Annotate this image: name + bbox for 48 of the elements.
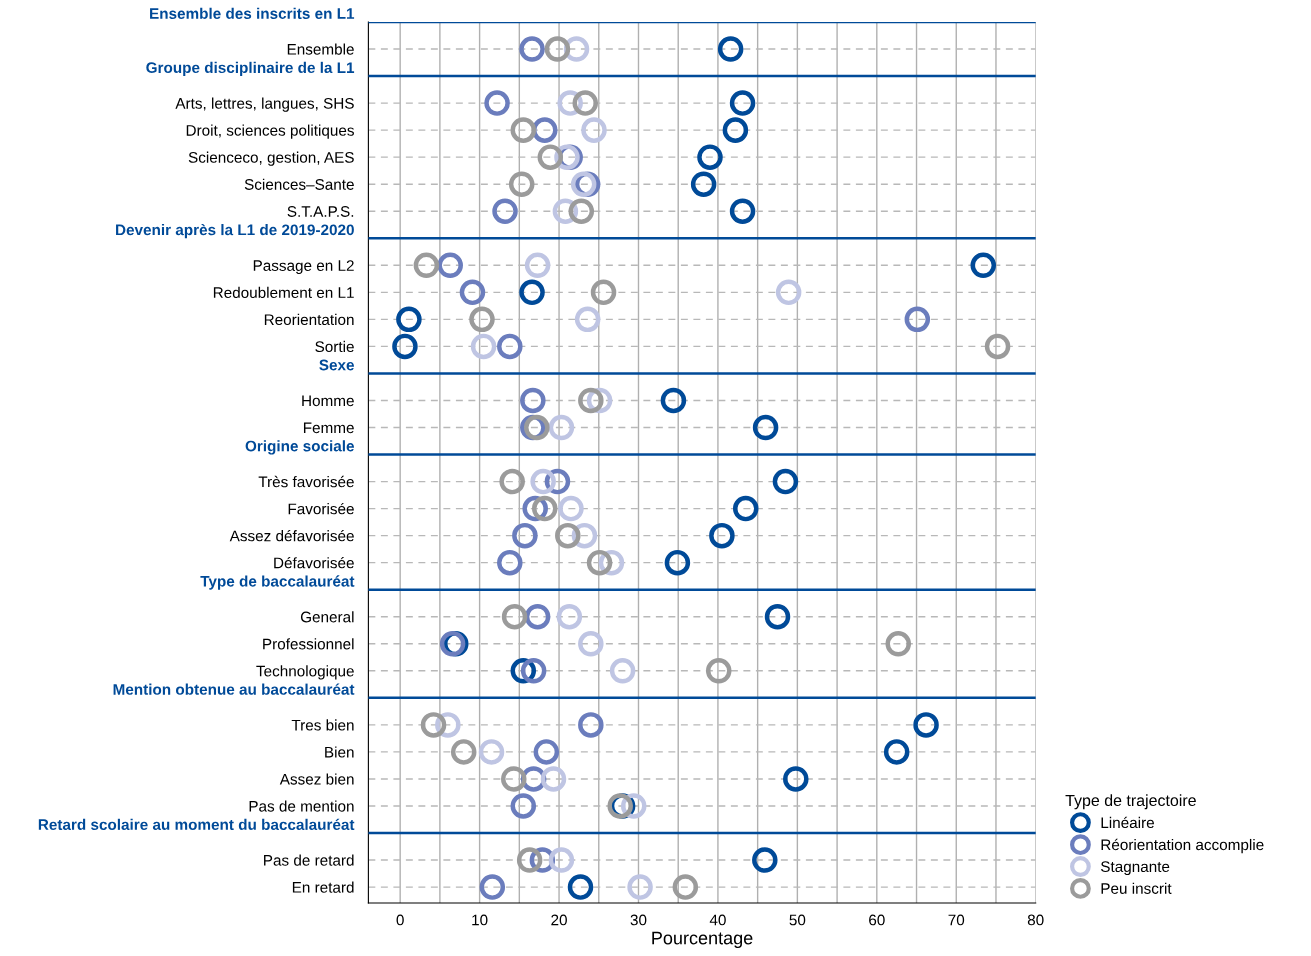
y-tick-label: Assez défavorisée (229, 529, 354, 542)
y-tick-label: Redoublement en L1 (213, 286, 354, 299)
x-tick-label: 60 (869, 914, 885, 926)
y-tick-label: Femme (303, 422, 354, 434)
y-tick-label: Sortie (315, 340, 354, 353)
y-tick-label: Droit, sciences politiques (186, 124, 354, 139)
x-tick-label: 30 (630, 914, 647, 926)
y-tick-label: Technologique (256, 665, 354, 680)
x-tick-label: 80 (1027, 914, 1044, 926)
y-tick-label: Reorientation (264, 313, 354, 326)
y-tick-label: Défavorisée (274, 556, 354, 569)
y-tick-label: Scienceco, gestion, AES (188, 151, 354, 166)
y-tick-label: Très favorisée (258, 475, 354, 488)
legend-title: Type de trajectoire (1065, 794, 1196, 810)
y-tick-label: Retard scolaire au moment du baccalauréat (38, 818, 355, 830)
x-tick-label: 0 (396, 914, 404, 926)
y-tick-label: Favorisée (288, 502, 354, 515)
y-tick-label: Sexe (319, 359, 354, 371)
legend-label: Réorientation accomplie (1101, 838, 1264, 854)
y-tick-label: Arts, lettres, langues, SHS (175, 97, 354, 112)
x-tick-label: 50 (789, 914, 806, 926)
x-axis-title: Pourcentage (652, 931, 753, 948)
y-tick-label: Assez bien (279, 773, 354, 785)
y-tick-label: Ensemble des inscrits en L1 (150, 7, 355, 19)
y-tick-label: Sciences–Sante (244, 178, 354, 190)
y-tick-label: S.T.A.P.S. (287, 206, 354, 217)
y-tick-label: Tres bien (291, 719, 354, 731)
legend-label: Stagnante (1100, 861, 1170, 876)
x-tick-label: 10 (472, 914, 488, 926)
y-tick-label: Passage en L2 (253, 260, 354, 274)
y-tick-label: Pas de retard (264, 854, 354, 866)
y-tick-label: Origine sociale (245, 440, 354, 455)
x-tick-label: 20 (551, 914, 567, 926)
y-tick-label: Bien (325, 746, 354, 758)
y-tick-label: Groupe disciplinaire de la L1 (146, 61, 355, 77)
x-tick-label: 70 (948, 914, 965, 926)
y-tick-label: Ensemble (287, 43, 354, 55)
y-tick-label: Devenir après la L1 de 2019-2020 (116, 223, 354, 239)
y-tick-label: Homme (302, 395, 354, 407)
y-tick-label: En retard (292, 881, 354, 893)
x-tick-label: 40 (709, 914, 726, 926)
y-tick-label: Mention obtenue au baccalauréat (113, 683, 355, 695)
y-tick-label: General (300, 611, 354, 623)
legend-label: Linéaire (1101, 816, 1154, 829)
legend-label: Peu inscrit (1101, 882, 1172, 894)
y-tick-label: Type de baccalauréat (200, 575, 355, 590)
y-tick-label: Pas de mention (249, 800, 354, 812)
y-tick-label: Professionnel (263, 638, 354, 650)
